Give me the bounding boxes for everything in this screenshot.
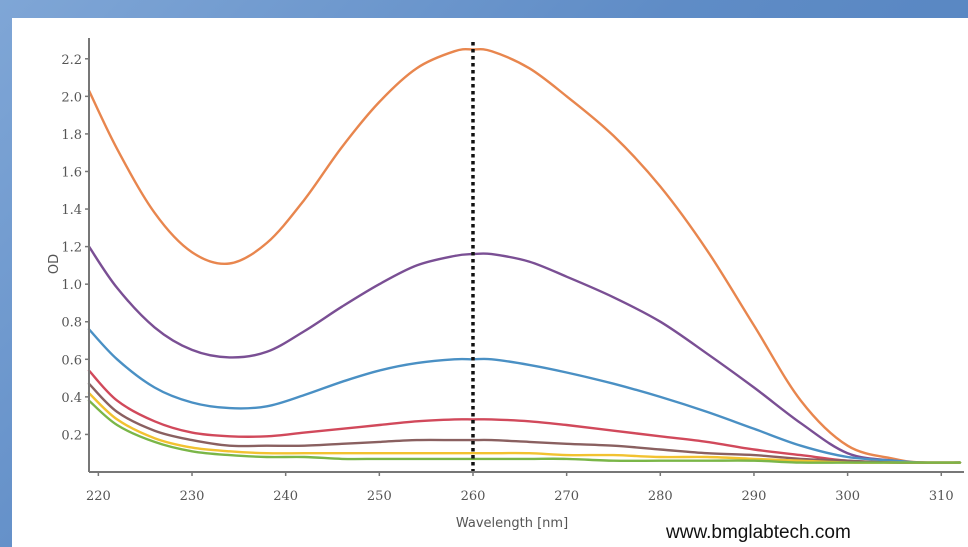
y-tick-label: 0.2 (61, 428, 82, 443)
axis-layer (88, 38, 964, 473)
y-tick-label: 1.4 (61, 203, 82, 218)
y-tick-label: 2.2 (61, 53, 82, 68)
x-tick-label: 280 (648, 489, 673, 504)
series-line-2 (87, 245, 962, 464)
y-tick-label: 0.6 (61, 353, 82, 368)
series-layer (87, 47, 962, 465)
x-tick-label: 230 (180, 489, 205, 504)
x-tick-label: 300 (835, 489, 860, 504)
y-tick-label: 1.6 (61, 165, 82, 180)
series-line-1 (87, 47, 962, 465)
x-axis-title: Wavelength [nm] (456, 516, 568, 531)
series-line-4 (87, 369, 962, 464)
x-tick-label: 290 (742, 489, 767, 504)
y-tick-label: 1.2 (61, 241, 82, 256)
x-tick-label: 220 (86, 489, 111, 504)
y-tick-label: 1.8 (61, 128, 82, 143)
series-line-3 (87, 328, 962, 464)
tick-layer: 0.2 0.4 0.6 0.8 1.0 1.2 1.4 1.6 1.8 2.0 2.2 220 230 2… (61, 53, 953, 504)
series-line-6 (87, 391, 962, 464)
x-tick-label: 240 (273, 489, 298, 504)
y-tick-label: 0.8 (61, 316, 82, 331)
y-tick-label: 0.4 (61, 391, 82, 406)
series-line-7 (87, 399, 962, 464)
y-tick-label: 1.0 (61, 278, 82, 293)
y-tick-label: 2.0 (61, 90, 82, 105)
x-tick-label: 310 (929, 489, 954, 504)
watermark-url: www.bmglabtech.com (666, 522, 851, 543)
x-tick-label: 250 (367, 489, 392, 504)
series-line-5 (87, 382, 962, 464)
x-tick-label: 270 (554, 489, 579, 504)
x-tick-label: 260 (461, 489, 486, 504)
y-axis-title: OD (47, 254, 62, 274)
